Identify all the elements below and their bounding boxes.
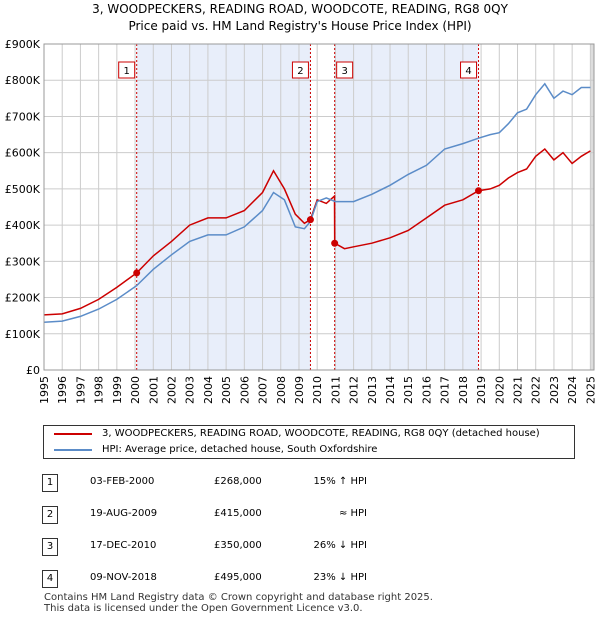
x-tick-label: 2020 (493, 376, 506, 404)
x-tick-label: 2021 (512, 376, 525, 404)
x-tick-label: 2000 (129, 376, 142, 404)
legend-swatch-property (54, 433, 92, 435)
sale-hpi-comparison: 15% ↑ HPI (313, 476, 367, 487)
sale-row: 3 17-DEC-2010 £350,000 26% ↓ HPI (40, 534, 580, 566)
x-tick-label: 2023 (548, 376, 561, 404)
x-tick-label: 2006 (238, 376, 251, 404)
legend-item-hpi: HPI: Average price, detached house, Sout… (54, 442, 377, 458)
sale-point (306, 216, 314, 224)
sale-row: 1 03-FEB-2000 £268,000 15% ↑ HPI (40, 470, 580, 502)
footer-line-1: Contains HM Land Registry data © Crown c… (44, 592, 433, 603)
y-tick-label: £0 (26, 364, 40, 377)
sale-number-badge: 1 (42, 474, 58, 492)
y-tick-label: £500K (5, 183, 41, 196)
sale-hpi-comparison: ≈ HPI (338, 508, 367, 519)
x-tick-label: 2012 (348, 376, 361, 404)
x-tick-label: 1997 (74, 376, 87, 404)
sale-price: £268,000 (214, 476, 262, 487)
sale-number-badge: 3 (42, 538, 58, 556)
sale-price: £415,000 (214, 508, 262, 519)
sale-marker-label: 4 (465, 66, 471, 77)
x-tick-label: 2019 (475, 376, 488, 404)
chart-subtitle: Price paid vs. HM Land Registry's House … (128, 19, 471, 33)
y-tick-label: £100K (5, 328, 41, 341)
sale-marker-box (291, 61, 309, 79)
x-tick-label: 2025 (584, 376, 597, 404)
plot-area (44, 44, 594, 370)
y-tick-label: £800K (5, 74, 41, 87)
x-tick-label: 2022 (530, 376, 543, 404)
x-tick-label: 2014 (384, 376, 397, 404)
x-tick-label: 2007 (257, 376, 270, 404)
sale-hold-region (136, 44, 311, 370)
sale-hpi-comparison: 23% ↓ HPI (313, 572, 367, 583)
sale-date: 03-FEB-2000 (90, 476, 155, 487)
x-tick-label: 1999 (111, 376, 124, 404)
sale-marker-box (336, 61, 354, 79)
y-tick-label: £900K (5, 38, 41, 51)
legend-label-hpi: HPI: Average price, detached house, Sout… (102, 444, 378, 455)
x-tick-label: 2002 (165, 376, 178, 404)
sale-marker-label: 2 (297, 66, 303, 77)
chart-title: 3, WOODPECKERS, READING ROAD, WOODCOTE, … (92, 2, 508, 16)
legend-label-property: 3, WOODPECKERS, READING ROAD, WOODCOTE, … (102, 428, 540, 439)
x-tick-label: 2004 (202, 376, 215, 404)
sale-row: 2 19-AUG-2009 £415,000 ≈ HPI (40, 502, 580, 534)
y-tick-label: £700K (5, 110, 41, 123)
sale-point (475, 187, 483, 195)
sale-marker-label: 1 (124, 66, 130, 77)
y-tick-label: £600K (5, 147, 41, 160)
sale-hold-region (334, 44, 479, 370)
sale-marker-box (460, 61, 478, 79)
x-tick-label: 2016 (420, 376, 433, 404)
x-tick-label: 2024 (566, 376, 579, 404)
sale-number-badge: 4 (42, 570, 58, 588)
footer-line-2: This data is licensed under the Open Gov… (44, 603, 363, 614)
y-tick-label: £200K (5, 292, 41, 305)
x-tick-label: 1995 (38, 376, 51, 404)
sale-date: 17-DEC-2010 (90, 540, 157, 551)
x-tick-label: 2013 (366, 376, 379, 404)
chart-legend: 3, WOODPECKERS, READING ROAD, WOODCOTE, … (43, 425, 575, 459)
y-tick-label: £300K (5, 255, 41, 268)
x-tick-label: 2001 (147, 376, 160, 404)
x-tick-label: 2015 (402, 376, 415, 404)
sale-date: 09-NOV-2018 (90, 572, 157, 583)
y-tick-label: £400K (5, 219, 41, 232)
sale-marker-label: 3 (341, 66, 347, 77)
plot-frame (43, 43, 595, 371)
sale-row: 4 09-NOV-2018 £495,000 23% ↓ HPI (40, 566, 580, 598)
sales-table: 1 03-FEB-2000 £268,000 15% ↑ HPI 2 19-AU… (40, 470, 580, 598)
x-tick-label: 2017 (439, 376, 452, 404)
x-tick-label: 1998 (93, 376, 106, 404)
future-hatch-region (590, 44, 594, 370)
price-chart: 3, WOODPECKERS, READING ROAD, WOODCOTE, … (5, 2, 598, 404)
x-tick-label: 1996 (56, 376, 69, 404)
legend-swatch-hpi (54, 449, 92, 451)
sale-price: £495,000 (214, 572, 262, 583)
sale-marker-box (118, 61, 136, 79)
footer-attribution: Contains HM Land Registry data © Crown c… (44, 592, 433, 614)
sale-date: 19-AUG-2009 (90, 508, 158, 519)
sale-number-badge: 2 (42, 506, 58, 524)
x-tick-label: 2010 (311, 376, 324, 404)
x-tick-label: 2011 (329, 376, 342, 404)
sale-point (331, 239, 339, 247)
x-tick-label: 2018 (457, 376, 470, 404)
series-line-hpi (43, 82, 591, 323)
sale-price: £350,000 (214, 540, 262, 551)
legend-item-property: 3, WOODPECKERS, READING ROAD, WOODCOTE, … (54, 426, 540, 442)
x-tick-label: 2005 (220, 376, 233, 404)
x-tick-label: 2003 (184, 376, 197, 404)
x-tick-label: 2008 (275, 376, 288, 404)
sale-hpi-comparison: 26% ↓ HPI (313, 540, 367, 551)
sale-point (133, 269, 141, 277)
x-tick-label: 2009 (293, 376, 306, 404)
